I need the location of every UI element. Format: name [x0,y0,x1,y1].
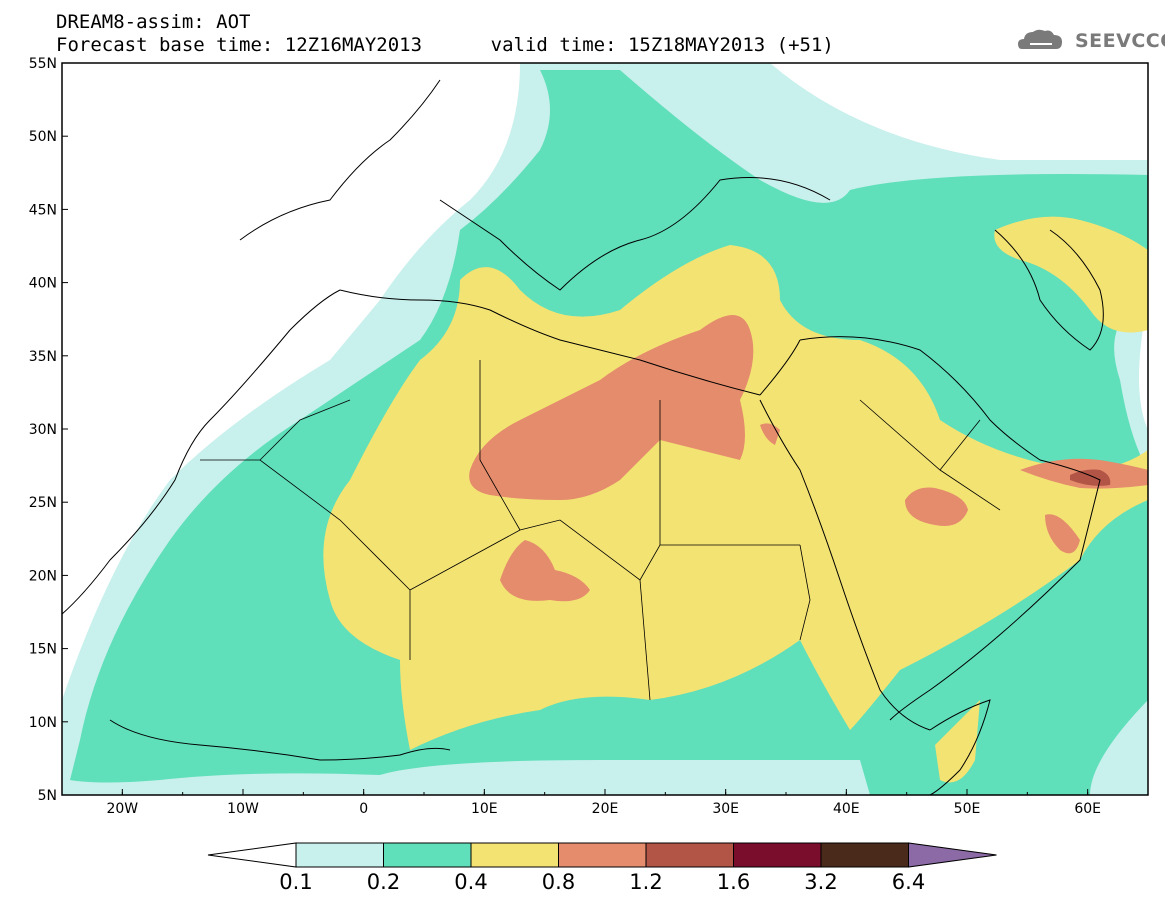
colorbar-high-arrow [908,842,997,868]
cloud-logo-icon [1018,29,1062,49]
aot-band-0.8-chad [500,540,590,602]
coast-horn-africa [929,699,991,795]
lat-label: 30N [29,422,57,438]
lon-label: 40E [833,801,860,817]
coast-africa-north [339,289,761,396]
aot-band-0.4 [323,245,1148,750]
latitude-axis: 5N 10N 15N 20N 25N 30N 35N 40N 45N 50N 55N [29,56,68,804]
colorbar-swatch [645,842,734,868]
colorbar-swatch [558,842,647,868]
logo-wordmark: SEEVCCC [1075,30,1165,52]
aot-field [62,63,1148,795]
aot-band-0.8-sahara [469,315,754,500]
colorbar-label: 0.2 [367,870,400,894]
coast-europe [239,79,831,291]
aot-band-1.2-gulf [1070,469,1111,486]
forecast-times: Forecast base time: 12Z16MAY2013 valid t… [56,34,834,56]
lat-label: 40N [29,276,57,292]
colorbar-label: 0.1 [279,870,312,894]
aot-band-0.4-hornafrica [935,700,980,783]
lat-label: 45N [29,202,57,218]
longitude-axis: 20W 10W 0 10E 20E 30E 40E 50E 60E [61,789,1149,817]
lon-label: 30E [712,801,739,817]
caspian-sea [994,229,1104,351]
colorbar-label: 6.4 [892,870,925,894]
colorbar-swatch [733,842,822,868]
aot-band-0.8-arabia [905,487,968,526]
colorbar-label: 3.2 [804,870,837,894]
coast-arabia [799,336,1101,721]
lon-label: 20W [106,801,138,817]
border-lines [200,360,1001,701]
lat-label: 55N [29,56,57,72]
colorbar-low-arrow [207,842,297,868]
lon-label: 10W [227,801,259,817]
lat-label: 35N [29,349,57,365]
lon-label: 20E [592,801,619,817]
lon-label: 50E [954,801,981,817]
lat-label: 5N [38,788,57,804]
lat-label: 20N [29,568,57,584]
lon-label: 10E [471,801,498,817]
coast-gulf-guinea [109,719,451,761]
coast-levant-redsea [759,339,931,731]
colorbar-swatch [470,842,559,868]
map-title: DREAM8-assim: AOT [56,11,251,33]
coast-africa-west [62,289,341,615]
lat-label: 50N [29,129,57,145]
colorbar-label: 1.6 [717,870,750,894]
colorbar-swatch [295,842,384,868]
aot-band-0.4-caspian [994,216,1148,333]
aot-band-0.8-oman [1045,514,1080,554]
lat-label: 10N [29,715,57,731]
colorbar-swatch [820,842,909,868]
colorbar-label: 0.4 [454,870,487,894]
colorbar-label: 0.8 [542,870,575,894]
lat-label: 25N [29,495,57,511]
lon-label: 0 [359,801,368,817]
lat-label: 15N [29,642,57,658]
colorbar-swatch [383,842,472,868]
lon-label: 60E [1074,801,1101,817]
colorbar-label: 1.2 [629,870,662,894]
